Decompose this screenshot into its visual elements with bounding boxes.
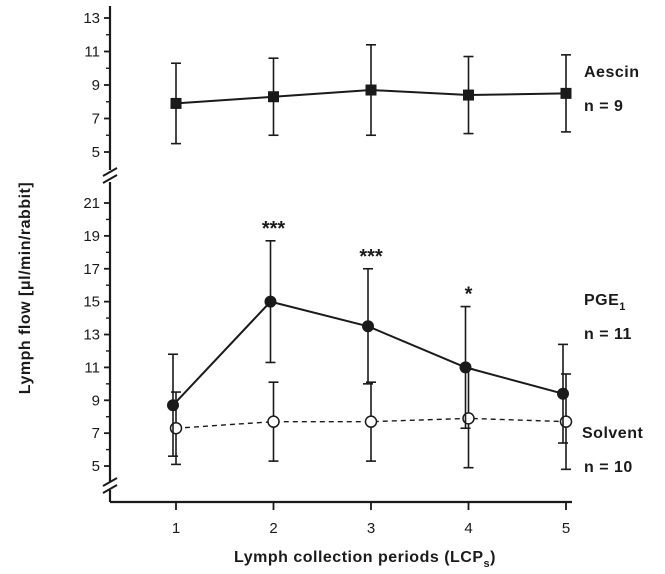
data-point-solvent: [462, 412, 475, 425]
y-tick-label-lower: 7: [92, 425, 100, 442]
significance-label: ***: [262, 218, 286, 240]
x-tick-label: 2: [269, 520, 277, 537]
y-axis-title: Lymph flow [μl/min/rabbit]: [17, 182, 34, 394]
series-label-pge1-subscript: 1: [619, 301, 626, 313]
data-point-solvent: [169, 421, 183, 435]
axes-group: [102, 6, 572, 510]
y-axis-break-mark-lower: [102, 477, 118, 494]
y-tick-label-lower: 11: [84, 359, 100, 376]
y-axis-break-mark-upper: [102, 167, 118, 184]
data-point-solvent: [364, 415, 378, 428]
series-group: *******: [167, 43, 573, 471]
series-label-solvent: Solvent: [582, 425, 643, 442]
series-n-solvent: n = 10: [584, 459, 633, 476]
tick-labels-group: 13 11 9 7 5 21 19 17 15 13 11 9 7 5 1 2 3 4 5: [83, 10, 570, 537]
y-tick-label-upper: 9: [92, 77, 100, 94]
y-tick-label-upper: 5: [92, 144, 100, 161]
data-point-pge1: [264, 295, 277, 308]
annotations-group: Aescin n = 9 PGE1 n = 11 Solvent n = 10: [582, 64, 643, 476]
series-n-aescin: n = 9: [584, 98, 623, 115]
series-line-solvent: [175, 417, 567, 429]
data-point-solvent: [559, 415, 573, 428]
x-tick-label: 4: [464, 520, 472, 537]
significance-label: *: [465, 284, 473, 306]
series-label-pge1: PGE1: [584, 292, 626, 313]
data-point-pge1: [557, 387, 569, 400]
data-point-aescin: [268, 91, 279, 103]
y-tick-label-lower: 5: [92, 458, 100, 475]
x-tick-label: 3: [367, 520, 375, 537]
x-axis-title-main: Lymph collection periods (LCP: [234, 549, 483, 566]
y-tick-label-upper: 11: [84, 44, 100, 61]
data-point-aescin: [365, 84, 377, 96]
y-tick-label-lower: 9: [92, 392, 100, 409]
y-tick-label-lower: 19: [83, 228, 100, 245]
data-point-aescin: [560, 87, 572, 99]
x-axis-title-close: ): [490, 549, 496, 566]
y-tick-label-lower: 13: [83, 327, 100, 344]
x-axis-title-subscript: s: [484, 558, 491, 570]
y-tick-label-lower: 17: [83, 261, 100, 278]
series-n-pge1: n = 11: [584, 326, 632, 343]
series-label-aescin: Aescin: [584, 64, 639, 81]
y-tick-label-lower: 15: [83, 294, 100, 311]
data-point-pge1: [362, 320, 374, 333]
series-label-pge1-main: PGE: [584, 292, 619, 309]
x-axis-title: Lymph collection periods (LCPs): [234, 549, 496, 570]
data-point-solvent: [267, 415, 280, 428]
data-point-pge1: [459, 361, 472, 374]
x-tick-label: 1: [172, 520, 180, 537]
y-tick-label-upper: 13: [83, 10, 100, 27]
data-point-aescin: [170, 97, 182, 109]
y-tick-label-upper: 7: [92, 111, 100, 128]
data-point-aescin: [463, 89, 474, 101]
x-tick-label: 5: [562, 520, 570, 537]
significance-label: ***: [359, 246, 383, 268]
y-tick-label-lower: 21: [83, 195, 100, 212]
data-point-pge1: [167, 399, 179, 412]
